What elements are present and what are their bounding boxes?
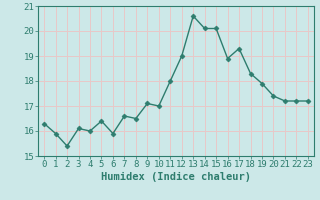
X-axis label: Humidex (Indice chaleur): Humidex (Indice chaleur) (101, 172, 251, 182)
